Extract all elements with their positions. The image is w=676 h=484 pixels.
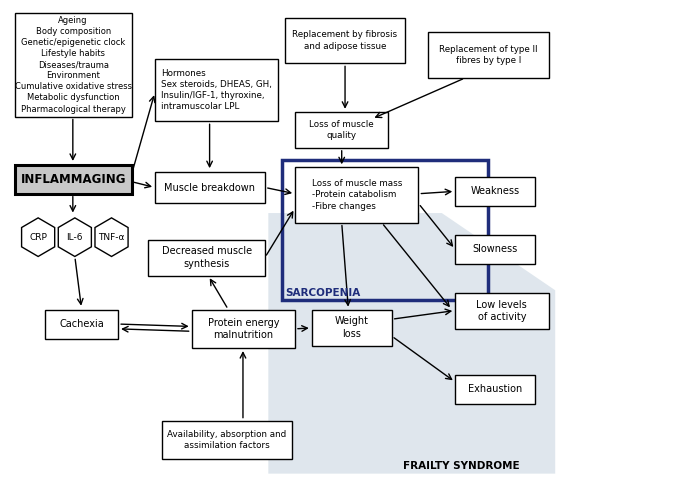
Text: TNF-α: TNF-α	[98, 233, 125, 242]
FancyBboxPatch shape	[285, 17, 405, 63]
Text: Low levels
of activity: Low levels of activity	[477, 300, 527, 322]
FancyBboxPatch shape	[162, 421, 291, 459]
Text: Exhaustion: Exhaustion	[468, 384, 523, 394]
Text: Loss of muscle
quality: Loss of muscle quality	[310, 120, 374, 140]
Text: Loss of muscle mass
-Protein catabolism
-Fibre changes: Loss of muscle mass -Protein catabolism …	[312, 180, 402, 211]
FancyBboxPatch shape	[155, 172, 265, 203]
Text: Weight
loss: Weight loss	[335, 317, 368, 339]
Text: Replacement of type II
fibres by type I: Replacement of type II fibres by type I	[439, 45, 537, 65]
FancyBboxPatch shape	[312, 310, 392, 346]
Text: Decreased muscle
synthesis: Decreased muscle synthesis	[162, 246, 251, 269]
Text: Hormones
Sex steroids, DHEAS, GH,
Insulin/IGF-1, thyroxine,
intramuscolar LPL: Hormones Sex steroids, DHEAS, GH, Insuli…	[161, 69, 272, 111]
FancyBboxPatch shape	[15, 165, 132, 194]
FancyBboxPatch shape	[191, 310, 295, 348]
FancyBboxPatch shape	[295, 112, 389, 148]
Text: IL-6: IL-6	[66, 233, 83, 242]
Polygon shape	[22, 218, 55, 257]
Polygon shape	[268, 213, 555, 474]
FancyBboxPatch shape	[155, 59, 279, 121]
Text: Availability, absorption and
assimilation factors: Availability, absorption and assimilatio…	[167, 430, 286, 450]
FancyBboxPatch shape	[455, 293, 548, 329]
Text: Ageing
Body composition
Genetic/epigenetic clock
Lifestyle habits
Diseases/traum: Ageing Body composition Genetic/epigenet…	[15, 16, 132, 114]
FancyBboxPatch shape	[455, 375, 535, 404]
Polygon shape	[95, 218, 128, 257]
Text: CRP: CRP	[29, 233, 47, 242]
Text: Weakness: Weakness	[470, 186, 520, 197]
Polygon shape	[58, 218, 91, 257]
Text: Cachexia: Cachexia	[59, 319, 104, 329]
Text: Replacement by fibrosis
and adipose tissue: Replacement by fibrosis and adipose tiss…	[293, 30, 397, 50]
FancyBboxPatch shape	[429, 32, 548, 78]
Text: Muscle breakdown: Muscle breakdown	[164, 182, 256, 193]
FancyBboxPatch shape	[295, 167, 418, 223]
FancyBboxPatch shape	[148, 240, 265, 276]
Text: FRAILTY SYNDROME: FRAILTY SYNDROME	[404, 461, 520, 471]
Text: Slowness: Slowness	[473, 244, 518, 254]
FancyBboxPatch shape	[15, 13, 132, 117]
Text: INFLAMMAGING: INFLAMMAGING	[20, 173, 126, 186]
Text: Protein energy
malnutrition: Protein energy malnutrition	[208, 318, 279, 340]
FancyBboxPatch shape	[455, 177, 535, 206]
FancyBboxPatch shape	[45, 310, 118, 338]
FancyBboxPatch shape	[455, 235, 535, 264]
Text: SARCOPENIA: SARCOPENIA	[285, 288, 360, 299]
